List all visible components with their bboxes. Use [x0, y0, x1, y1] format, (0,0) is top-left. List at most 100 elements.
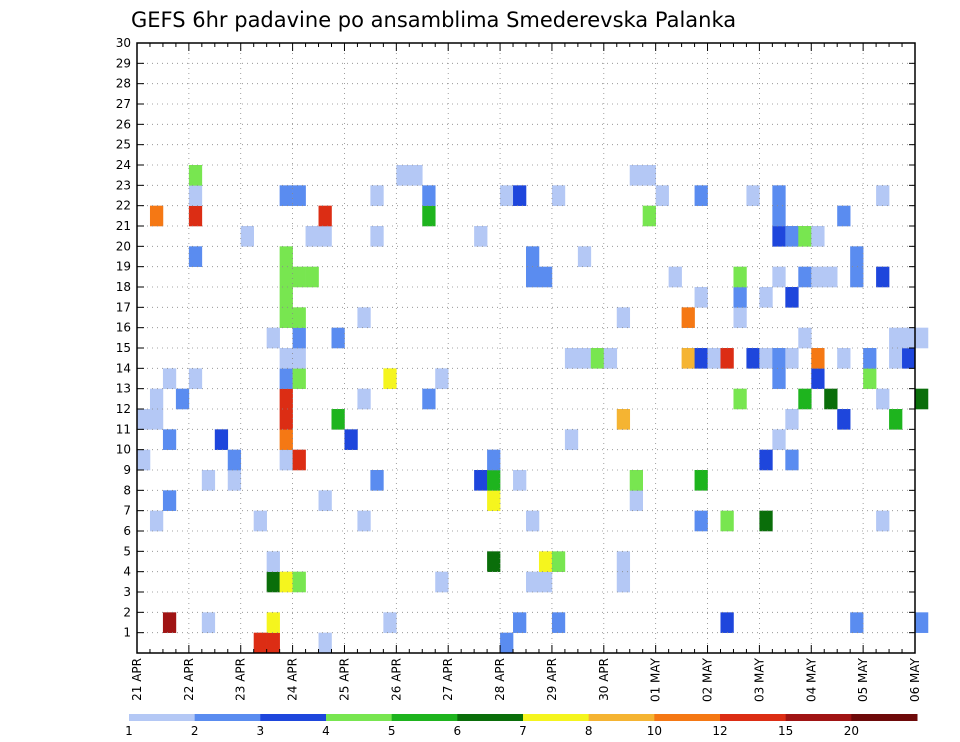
y-tick-label: 4 — [123, 565, 131, 579]
heatmap-cell — [279, 266, 293, 288]
heatmap-cell — [487, 470, 501, 491]
heatmap-cell — [915, 612, 929, 633]
heatmap-cell — [500, 185, 514, 206]
heatmap-cell — [175, 388, 190, 410]
x-tick-label: 29 APR — [545, 658, 559, 701]
heatmap-cell — [227, 449, 242, 471]
heatmap-cell — [370, 226, 384, 247]
colorbar-segment — [588, 714, 655, 721]
y-tick-label: 21 — [116, 219, 131, 233]
heatmap-cell — [811, 368, 825, 389]
heatmap-cell — [266, 632, 280, 654]
y-tick-label: 11 — [116, 422, 131, 436]
heatmap-cell — [668, 266, 682, 288]
heatmap-cell — [292, 307, 306, 328]
heatmap-cell — [863, 348, 877, 369]
y-tick-label: 9 — [123, 463, 131, 477]
heatmap-cell — [474, 470, 488, 491]
heatmap-cell — [292, 327, 306, 349]
y-tick-label: 12 — [116, 402, 131, 416]
heatmap-cell — [279, 409, 293, 430]
y-tick-label: 28 — [116, 77, 131, 91]
heatmap-cell — [383, 368, 397, 389]
heatmap-cell — [500, 632, 514, 654]
heatmap-cell — [201, 612, 216, 633]
heatmap-cell — [279, 449, 293, 471]
heatmap-cell — [772, 205, 786, 227]
heatmap-cell — [798, 266, 812, 288]
x-tick-label: 06 MAY — [908, 657, 922, 702]
heatmap-cell — [396, 165, 410, 186]
heatmap-cell — [772, 266, 786, 288]
heatmap-cell — [616, 409, 631, 430]
chart-title: GEFS 6hr padavine po ansamblima Smederev… — [131, 8, 736, 32]
heatmap-cell — [279, 429, 293, 450]
heatmap-cell — [188, 205, 203, 227]
heatmap-cell — [188, 246, 203, 267]
heatmap-cell — [759, 449, 773, 471]
x-tick-label: 03 MAY — [752, 657, 766, 702]
heatmap-cell — [409, 165, 423, 186]
y-tick-label: 18 — [116, 280, 131, 294]
heatmap-cell — [422, 205, 436, 227]
x-tick-label: 25 APR — [338, 658, 352, 701]
heatmap-cell — [551, 612, 566, 633]
heatmap-cell — [850, 266, 864, 288]
heatmap-cell — [785, 348, 799, 369]
y-tick-label: 19 — [116, 260, 131, 274]
heatmap-cell — [876, 510, 890, 532]
heatmap-cell — [279, 571, 293, 593]
heatmap-cell — [435, 571, 449, 593]
heatmap-cell — [240, 226, 254, 247]
heatmap-cell — [422, 388, 436, 410]
heatmap-cell — [188, 165, 203, 186]
heatmap-cell — [694, 470, 708, 491]
heatmap-cell — [538, 571, 553, 593]
heatmap-cell — [149, 510, 164, 532]
heatmap-cell — [629, 470, 643, 491]
heatmap-cell — [370, 470, 384, 491]
heatmap-cell — [279, 307, 293, 328]
heatmap-cell — [772, 429, 786, 450]
y-tick-label: 17 — [116, 300, 131, 314]
heatmap-cell — [538, 266, 553, 288]
y-tick-label: 25 — [116, 138, 131, 152]
heatmap-cell — [876, 266, 890, 288]
y-tick-label: 29 — [116, 56, 131, 70]
y-tick-label: 22 — [116, 199, 131, 213]
y-tick-label: 27 — [116, 97, 131, 111]
colorbar-tick-label: 12 — [712, 724, 727, 738]
heatmap-cell — [577, 348, 592, 369]
heatmap-cell — [292, 571, 306, 593]
colorbar-tick-label: 2 — [191, 724, 199, 738]
y-tick-label: 14 — [116, 361, 131, 375]
heatmap-cell — [902, 327, 916, 349]
heatmap-cell — [681, 307, 695, 328]
heatmap-cell — [785, 226, 799, 247]
y-tick-label: 7 — [123, 504, 131, 518]
heatmap-cell — [344, 429, 358, 450]
heatmap-cell — [357, 307, 371, 328]
heatmap-cell — [253, 632, 267, 654]
heatmap-cell — [772, 348, 786, 369]
heatmap-cell — [318, 632, 332, 654]
colorbar-segment — [194, 714, 261, 721]
colorbar-tick-label: 5 — [388, 724, 396, 738]
heatmap-cell — [694, 348, 708, 369]
heatmap-cell — [266, 571, 280, 593]
y-tick-label: 15 — [116, 341, 131, 355]
heatmap-cell — [551, 185, 566, 206]
heatmap-cell — [357, 510, 371, 532]
y-tick-label: 30 — [116, 36, 131, 50]
heatmap-cell — [201, 470, 216, 491]
heatmap-cell — [616, 551, 631, 572]
colorbar-tick-label: 10 — [647, 724, 662, 738]
colorbar-tick-label: 8 — [585, 724, 593, 738]
heatmap-cell — [629, 165, 643, 186]
heatmap-cell — [876, 185, 890, 206]
colorbar-segment — [391, 714, 458, 721]
colorbar-segment — [326, 714, 393, 721]
heatmap-cell — [733, 388, 747, 410]
heatmap-cell — [616, 307, 631, 328]
